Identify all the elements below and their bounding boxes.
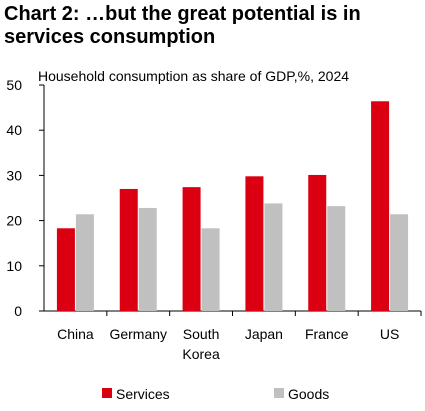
legend-swatch-goods (274, 388, 284, 398)
chart-title: Chart 2: …but the great potential is in … (4, 3, 361, 48)
bar-services (371, 101, 390, 311)
legend-label: Services (116, 386, 170, 402)
bar-goods (201, 228, 220, 311)
x-tick-label: Japan (245, 326, 283, 342)
bar-services (245, 176, 264, 311)
y-tick-label: 0 (14, 303, 22, 319)
bar-services (308, 174, 327, 311)
bar-services (56, 228, 75, 311)
y-tick-label: 40 (6, 122, 22, 138)
y-tick-label: 20 (6, 213, 22, 229)
bar-services (182, 187, 201, 311)
bar-goods (390, 214, 409, 311)
bar-services (119, 188, 138, 311)
y-tick-label: 50 (6, 77, 22, 93)
x-tick-label: Germany (109, 326, 167, 342)
y-tick-label: 30 (6, 167, 22, 183)
x-tick-label: China (57, 326, 94, 342)
x-tick-label: Korea (182, 346, 220, 362)
x-axis-labels: China Germany South Korea Japan France US (57, 326, 399, 362)
bar-goods (327, 206, 346, 311)
chart-legend: Services Goods (102, 386, 329, 402)
chart-axes: 0 10 20 30 40 50 (6, 77, 422, 319)
bar-goods (138, 207, 157, 311)
legend-swatch-services (102, 388, 112, 398)
x-tick-label: South (183, 326, 220, 342)
y-tick-label: 10 (6, 258, 22, 274)
x-tick-label: France (305, 326, 349, 342)
chart-bars (56, 101, 409, 311)
chart-subtitle: Household consumption as share of GDP,%,… (38, 68, 349, 84)
legend-label: Goods (288, 386, 329, 402)
bar-goods (75, 214, 94, 311)
x-tick-label: US (380, 326, 399, 342)
bar-goods (264, 203, 283, 311)
